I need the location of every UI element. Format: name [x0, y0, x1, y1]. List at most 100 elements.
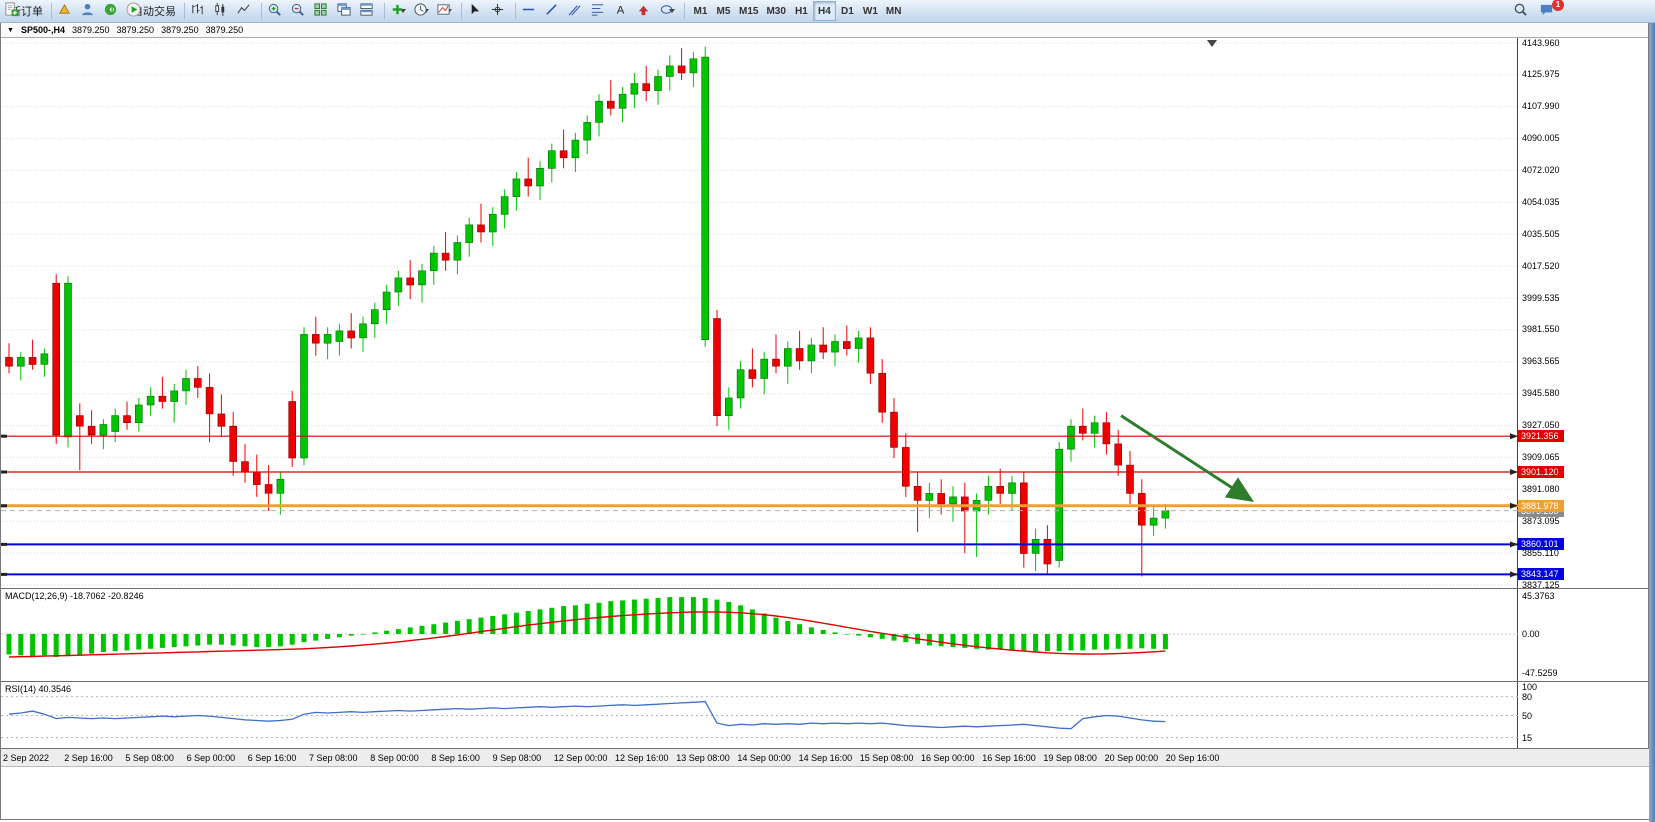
price-axis-label: 4107.990	[1522, 101, 1560, 112]
timeframe-d1[interactable]: D1	[836, 1, 859, 21]
hline-price-label: 3881.978	[1518, 499, 1564, 512]
price-axis-label: 3963.565	[1522, 356, 1560, 367]
price-axis-label: 3873.095	[1522, 515, 1560, 526]
arrow-tools-button[interactable]	[635, 1, 657, 21]
timeframe-group: M1 M5 M15 M30 H1 H4 D1 W1 MN	[689, 1, 905, 21]
horizontal-line-button[interactable]	[520, 1, 542, 21]
quote-low: 3879.250	[161, 25, 199, 35]
timeframe-h1[interactable]: H1	[790, 1, 813, 21]
zoom-in-button[interactable]	[266, 1, 288, 21]
periods-button[interactable]	[412, 1, 434, 21]
channel-button[interactable]	[566, 1, 588, 21]
line-chart-button[interactable]	[235, 1, 257, 21]
time-axis-label: 8 Sep 00:00	[370, 753, 419, 763]
quote-open: 3879.250	[71, 25, 110, 35]
metaeditor-button[interactable]	[56, 1, 78, 21]
rsi-panel[interactable]: RSI(14) 40.3546	[1, 682, 1518, 748]
chart-titlebar: ▼ SP500-,H4 3879.250 3879.250 3879.250 3…	[1, 23, 1648, 38]
timeframe-m30[interactable]: M30	[762, 1, 789, 21]
price-axis-label: 4125.975	[1522, 69, 1560, 80]
time-axis-label: 6 Sep 00:00	[186, 753, 236, 763]
zoom-out-button[interactable]	[289, 1, 311, 21]
window-right-edge	[1649, 23, 1655, 822]
timeframe-m1[interactable]: M1	[689, 1, 712, 21]
toolbar-separator	[384, 3, 385, 19]
bar-chart-button[interactable]	[189, 1, 211, 21]
main-chart[interactable]	[1, 38, 1518, 588]
notification-badge: 1	[1552, 0, 1564, 11]
macd-label: MACD(12,26,9) -18.7062 -20.8246	[5, 591, 144, 601]
time-axis-label: 14 Sep 16:00	[798, 753, 853, 763]
price-axis-label: 3999.535	[1522, 292, 1560, 303]
price-axis[interactable]: 4143.960 4125.975 4107.990 4090.005 4072.020…	[1518, 37, 1648, 590]
rsi-axis-label: 50	[1522, 710, 1533, 721]
macd-axis-label: -47.5259	[1522, 667, 1558, 678]
cascade-windows-button[interactable]	[335, 1, 357, 21]
rsi-axis-label: 100	[1522, 682, 1538, 692]
timeframe-w1[interactable]: W1	[859, 1, 882, 21]
macd-axis-label: 0.00	[1522, 628, 1540, 639]
hline-price-label: 3860.101	[1518, 538, 1564, 551]
chart-menu-caret[interactable]: ▼	[7, 26, 14, 34]
timeframe-mn[interactable]: MN	[882, 1, 906, 21]
toolbar-right-group: 1	[1512, 0, 1564, 21]
price-axis-label: 3837.125	[1522, 579, 1560, 590]
time-axis-label: 15 Sep 08:00	[859, 753, 914, 763]
price-axis-label: 4017.520	[1522, 260, 1560, 271]
time-axis-label: 2 Sep 2022	[3, 753, 50, 763]
rsi-row: RSI(14) 40.3546 100 80 50 15	[1, 682, 1648, 749]
auto-trading-button[interactable]: 自动交易	[125, 1, 180, 21]
price-axis-label: 3981.550	[1522, 324, 1560, 335]
tile-windows-button[interactable]	[312, 1, 334, 21]
crosshair-button[interactable]	[489, 1, 511, 21]
main-chart-row: 4143.960 4125.975 4107.990 4090.005 4072.020…	[1, 37, 1648, 590]
search-button[interactable]	[1512, 1, 1534, 21]
time-axis[interactable]: 2 Sep 2022 2 Sep 16:00 5 Sep 08:00 6 Sep 00…	[1, 749, 1650, 767]
notifications-button[interactable]: 1	[1538, 0, 1564, 21]
cursor-button[interactable]	[466, 1, 488, 21]
svg-text:A: A	[617, 4, 625, 16]
time-axis-label: 8 Sep 16:00	[431, 753, 480, 763]
hline-price-label: 3843.147	[1518, 568, 1564, 581]
main-toolbar: 新订单 自动交易 A M1 M5 M15 M	[0, 0, 1655, 23]
timeframe-h4[interactable]: H4	[812, 1, 836, 21]
price-axis-label: 3945.580	[1522, 388, 1560, 399]
new-order-button[interactable]: 新订单	[3, 1, 47, 21]
price-axis-label: 3927.050	[1522, 420, 1560, 431]
price-axis-label: 3855.110	[1522, 547, 1559, 558]
rsi-axis[interactable]: 100 80 50 15	[1518, 682, 1648, 748]
text-tool-button[interactable]: A	[612, 1, 634, 21]
macd-panel[interactable]: MACD(12,26,9) -18.7062 -20.8246	[1, 589, 1518, 681]
timeframe-m15[interactable]: M15	[735, 1, 762, 21]
rsi-axis-label: 80	[1522, 691, 1533, 702]
arrange-windows-button[interactable]	[358, 1, 380, 21]
chart-window: ▼ SP500-,H4 3879.250 3879.250 3879.250 3…	[0, 23, 1650, 820]
time-axis-label: 16 Sep 16:00	[982, 753, 1036, 763]
templates-button[interactable]	[435, 1, 457, 21]
time-axis-label: 20 Sep 16:00	[1165, 753, 1220, 763]
timeframe-m5[interactable]: M5	[712, 1, 735, 21]
toolbar-separator	[684, 3, 685, 19]
shapes-button[interactable]	[658, 1, 680, 21]
time-axis-label: 2 Sep 16:00	[64, 753, 113, 763]
community-button[interactable]	[79, 1, 101, 21]
chevron-down-icon	[399, 9, 406, 13]
macd-row: MACD(12,26,9) -18.7062 -20.8246 45.3763 0…	[1, 589, 1648, 682]
fibonacci-button[interactable]	[589, 1, 611, 21]
hline-price-label: 3921.356	[1518, 430, 1564, 443]
price-axis-label: 4143.960	[1522, 37, 1560, 48]
toolbar-separator	[51, 3, 52, 19]
price-axis-label: 4054.035	[1522, 196, 1560, 207]
time-axis-label: 6 Sep 16:00	[247, 753, 297, 763]
sound-button[interactable]	[102, 1, 124, 21]
toolbar-separator	[261, 3, 262, 19]
add-indicator-button[interactable]	[389, 1, 411, 21]
time-axis-label: 12 Sep 16:00	[615, 753, 669, 763]
macd-axis[interactable]: 45.3763 0.00 -47.5259	[1518, 589, 1648, 681]
toolbar-separator	[184, 3, 185, 19]
toolbar-separator	[515, 3, 516, 19]
candlestick-chart-button[interactable]	[212, 1, 234, 21]
trendline-button[interactable]	[543, 1, 565, 21]
new-order-label: 新订单	[10, 6, 43, 18]
